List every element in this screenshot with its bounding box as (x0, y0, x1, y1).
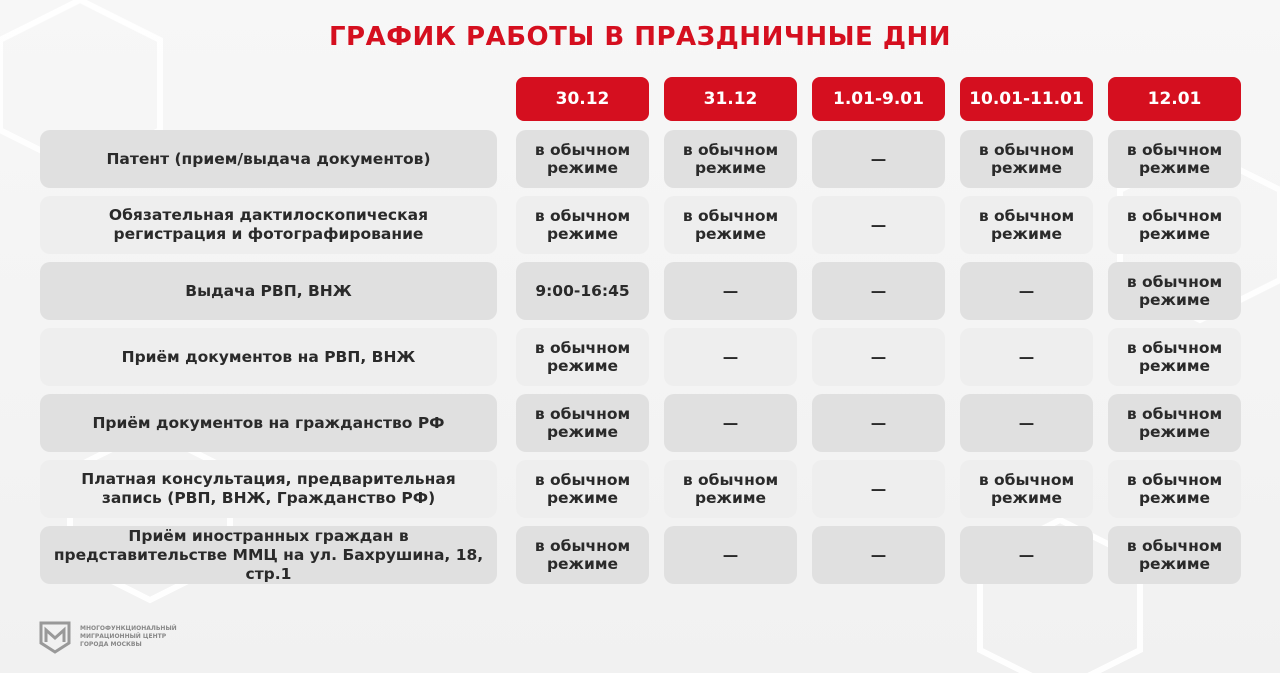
page-title: ГРАФИК РАБОТЫ В ПРАЗДНИЧНЫЕ ДНИ (328, 22, 952, 52)
schedule-cell: — (664, 262, 797, 320)
row-label: Выдача РВП, ВНЖ (40, 262, 497, 320)
column-header: 12.01 (1108, 77, 1241, 121)
logo-line-3: города Москвы (80, 641, 142, 648)
row-label: Приём иностранных граждан в представител… (40, 526, 497, 584)
row-label: Приём документов на РВП, ВНЖ (40, 328, 497, 386)
column-header: 30.12 (516, 77, 649, 121)
schedule-cell: — (812, 460, 945, 518)
schedule-cell: — (812, 130, 945, 188)
row-label: Платная консультация, предварительная за… (40, 460, 497, 518)
schedule-cell: в обычном режиме (664, 196, 797, 254)
schedule-cell: в обычном режиме (516, 394, 649, 452)
schedule-cell: — (664, 394, 797, 452)
schedule-cell: в обычном режиме (516, 526, 649, 584)
schedule-cell: — (812, 526, 945, 584)
schedule-cell: в обычном режиме (1108, 526, 1241, 584)
schedule-cell: в обычном режиме (1108, 394, 1241, 452)
column-header: 31.12 (664, 77, 797, 121)
schedule-cell: 9:00-16:45 (516, 262, 649, 320)
schedule-cell: — (664, 328, 797, 386)
row-label: Приём документов на гражданство РФ (40, 394, 497, 452)
schedule-cell: — (664, 526, 797, 584)
column-header: 1.01-9.01 (812, 77, 945, 121)
row-label: Обязательная дактилоскопическая регистра… (40, 196, 497, 254)
schedule-cell: в обычном режиме (516, 328, 649, 386)
schedule-cell: — (960, 526, 1093, 584)
schedule-cell: в обычном режиме (1108, 130, 1241, 188)
logo-line-1: Многофункциональный (80, 625, 177, 632)
schedule-cell: в обычном режиме (664, 130, 797, 188)
schedule-cell: в обычном режиме (960, 196, 1093, 254)
column-header: 10.01-11.01 (960, 77, 1093, 121)
schedule-cell: в обычном режиме (1108, 328, 1241, 386)
schedule-cell: — (960, 394, 1093, 452)
schedule-cell: в обычном режиме (1108, 196, 1241, 254)
schedule-cell: в обычном режиме (1108, 460, 1241, 518)
logo: Многофункциональный миграционный центр г… (38, 620, 177, 654)
schedule-cell: в обычном режиме (1108, 262, 1241, 320)
schedule-cell: — (960, 328, 1093, 386)
schedule-cell: в обычном режиме (960, 130, 1093, 188)
schedule-cell: в обычном режиме (516, 196, 649, 254)
schedule-cell: в обычном режиме (516, 460, 649, 518)
schedule-cell: — (812, 262, 945, 320)
schedule-cell: — (812, 394, 945, 452)
logo-line-2: миграционный центр (80, 633, 167, 640)
schedule-cell: в обычном режиме (960, 460, 1093, 518)
schedule-cell: в обычном режиме (664, 460, 797, 518)
schedule-cell: — (960, 262, 1093, 320)
schedule-cell: в обычном режиме (516, 130, 649, 188)
mmc-logo-icon (39, 621, 71, 654)
schedule-cell: — (812, 196, 945, 254)
schedule-cell: — (812, 328, 945, 386)
row-label: Патент (прием/выдача документов) (40, 130, 497, 188)
